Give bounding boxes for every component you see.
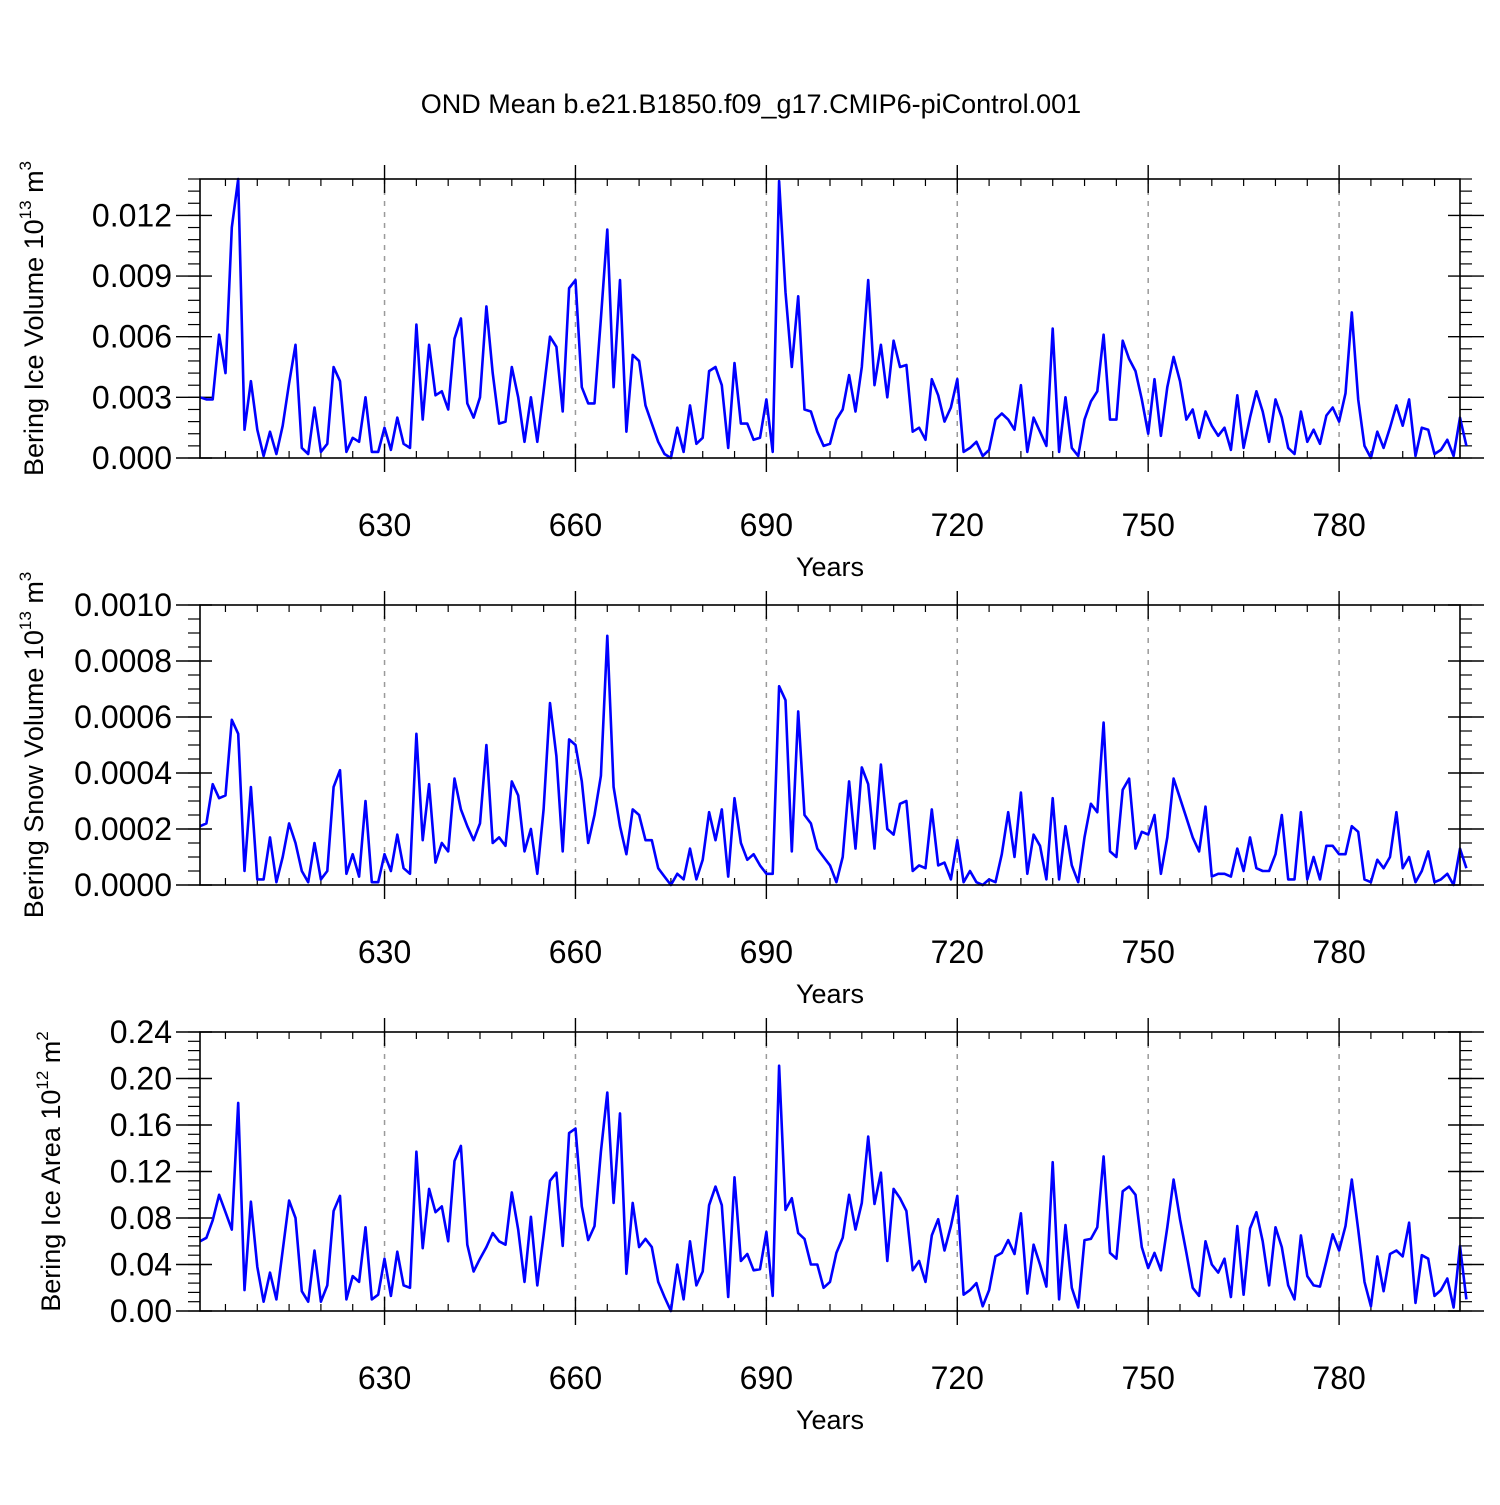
snow-volume-y-axis-label: Bering Snow Volume 1013 m3 — [16, 572, 49, 919]
ice-volume-y-axis-label-unit: m — [19, 170, 49, 200]
snow-volume-y-tick-label: 0.0004 — [74, 755, 172, 791]
ice-area-x-tick-label: 780 — [1312, 1360, 1365, 1396]
ice-volume-y-axis-label-exponent: 13 — [16, 200, 35, 219]
ice-volume-x-tick-label: 660 — [549, 507, 602, 543]
ice-area-plot-frame — [199, 1031, 1461, 1312]
snow-volume-y-axis-label-exponent: 13 — [16, 611, 35, 630]
ice-area-y-tick-label: 0.04 — [110, 1247, 172, 1283]
ice-volume-y-tick-label: 0.000 — [92, 440, 172, 476]
panel-ice-volume: 630 660 690 720 750 780 0.000 0.003 0.006 0.009 0.… — [16, 161, 1484, 582]
ice-volume-y-axis-label-text: Bering Ice Volume 10 — [19, 219, 49, 476]
ice-area-series-line — [199, 1064, 1468, 1313]
snow-volume-y-tick-label: 0.0000 — [74, 867, 172, 903]
ice-area-x-tick-label: 750 — [1121, 1360, 1174, 1396]
snow-volume-y-axis-label-unit: m — [19, 581, 49, 611]
ice-area-x-tick-label: 630 — [358, 1360, 411, 1396]
ice-volume-x-axis-label: Years — [796, 552, 864, 582]
snow-volume-y-tick-label: 0.0002 — [74, 811, 172, 847]
panel-snow-volume: 630 660 690 720 750 780 0.0000 0.0002 0.0004 0.00… — [16, 572, 1484, 1009]
snow-volume-y-tick-label: 0.0008 — [74, 643, 172, 679]
ice-volume-y-tick-label: 0.009 — [92, 258, 172, 294]
snow-volume-y-tick-label: 0.0010 — [74, 587, 172, 623]
ice-volume-series-line — [199, 177, 1468, 460]
ice-area-x-axis-label: Years — [796, 1405, 864, 1435]
ice-volume-y-axis-label: Bering Ice Volume 1013 m3 — [16, 161, 49, 476]
ice-area-y-tick-label: 0.24 — [110, 1014, 172, 1050]
snow-volume-x-tick-label: 690 — [740, 934, 793, 970]
snow-volume-x-tick-label: 750 — [1121, 934, 1174, 970]
ice-volume-y-axis-label-unit-exponent: 3 — [16, 161, 35, 170]
snow-volume-x-tick-label: 780 — [1312, 934, 1365, 970]
ice-area-x-tick-label: 690 — [740, 1360, 793, 1396]
ice-area-x-tick-label: 720 — [931, 1360, 984, 1396]
ice-area-y-axis-label-text: Bering Ice Area 10 — [36, 1090, 66, 1312]
figure-title: OND Mean b.e21.B1850.f09_g17.CMIP6-piCon… — [421, 89, 1081, 119]
ice-volume-x-tick-label: 630 — [358, 507, 411, 543]
ice-volume-x-tick-label: 720 — [931, 507, 984, 543]
ice-volume-y-tick-label: 0.003 — [92, 379, 172, 415]
snow-volume-series-line — [199, 634, 1468, 887]
snow-volume-y-axis-label-text: Bering Snow Volume 10 — [19, 630, 49, 918]
ice-volume-x-tick-label: 780 — [1312, 507, 1365, 543]
snow-volume-plot-frame — [199, 604, 1461, 886]
snow-volume-x-axis-label: Years — [796, 979, 864, 1009]
ice-area-y-tick-label: 0.00 — [110, 1293, 172, 1329]
ice-area-y-tick-label: 0.08 — [110, 1200, 172, 1236]
ice-volume-x-tick-label: 750 — [1121, 507, 1174, 543]
snow-volume-y-tick-label: 0.0006 — [74, 699, 172, 735]
snow-volume-x-tick-label: 660 — [549, 934, 602, 970]
snow-volume-x-tick-label: 630 — [358, 934, 411, 970]
ice-volume-y-tick-label: 0.006 — [92, 319, 172, 355]
ice-area-y-axis-label-unit-exponent: 2 — [33, 1031, 52, 1040]
ice-area-y-axis-label-exponent: 12 — [33, 1071, 52, 1090]
ice-volume-plot-frame — [199, 178, 1461, 459]
snow-volume-x-tick-label: 720 — [931, 934, 984, 970]
ice-area-y-tick-label: 0.16 — [110, 1107, 172, 1143]
ice-area-x-tick-label: 660 — [549, 1360, 602, 1396]
ice-volume-x-tick-label: 690 — [740, 507, 793, 543]
ice-volume-y-tick-label: 0.012 — [92, 197, 172, 233]
panel-ice-area: 630 660 690 720 750 780 0.00 0.04 0.08 0.12 0.16 0.… — [33, 1014, 1484, 1435]
ice-area-y-tick-label: 0.12 — [110, 1154, 172, 1190]
ice-area-y-axis-label-unit: m — [36, 1041, 66, 1071]
ice-area-y-axis-label: Bering Ice Area 1012 m2 — [33, 1031, 66, 1312]
ice-area-y-tick-label: 0.20 — [110, 1061, 172, 1097]
snow-volume-y-axis-label-unit-exponent: 3 — [16, 572, 35, 581]
